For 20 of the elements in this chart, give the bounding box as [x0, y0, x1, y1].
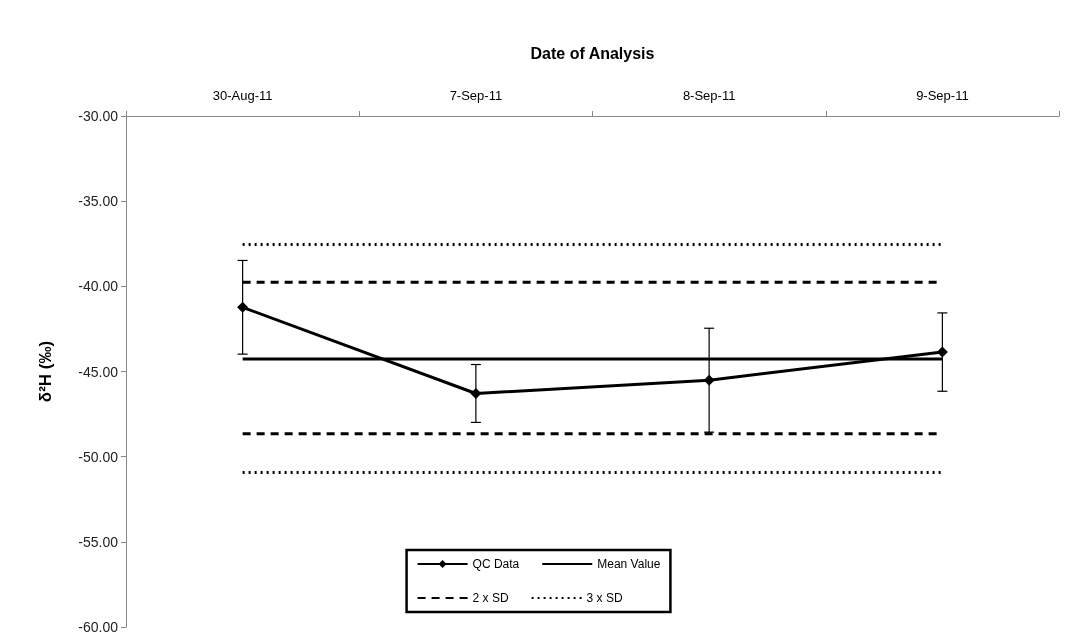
x-tick-label: 30-Aug-11 [212, 88, 273, 103]
y-tick-label: -30.00 [78, 108, 119, 124]
x-tick-label: 9-Sep-11 [916, 88, 969, 103]
y-tick-label: -55.00 [78, 533, 119, 550]
x-tick-label: 7-Sep-11 [449, 88, 503, 103]
point [470, 387, 482, 399]
x-axis-title: Date of Analysis [530, 44, 655, 62]
y-axis-title: δ²H (‰) [36, 340, 55, 403]
y-tick-label: -50.00 [78, 448, 119, 465]
y-tick-label: -40.00 [78, 278, 119, 295]
legend-label: 2 x SD [472, 591, 509, 605]
point [936, 346, 948, 358]
point [237, 301, 249, 313]
y-tick-label: -35.00 [78, 193, 119, 210]
legend-label: Mean Value [597, 557, 661, 571]
y-tick-label: -60.00 [78, 619, 119, 635]
legend-label: 3 x SD [586, 591, 623, 605]
y-tick-label: -45.00 [78, 363, 119, 380]
legend-label: QC Data [472, 557, 520, 571]
x-tick-label: 8-Sep-11 [682, 88, 736, 103]
